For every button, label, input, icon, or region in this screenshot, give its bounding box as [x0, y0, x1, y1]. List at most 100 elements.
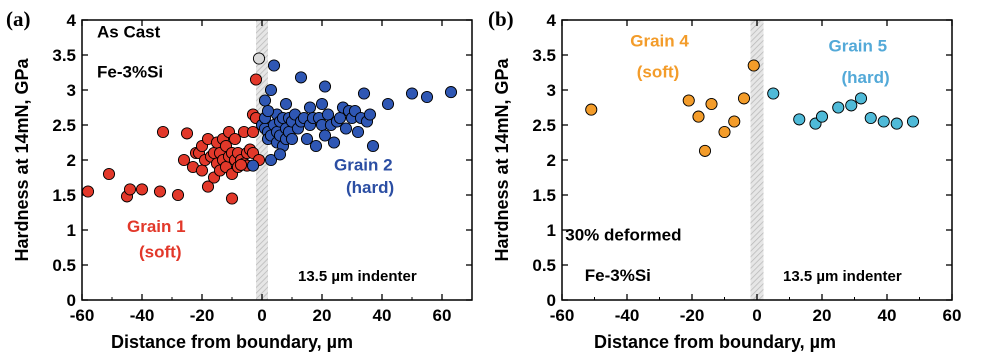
x-tick-label: 0 [257, 306, 266, 325]
data-point [180, 127, 194, 140]
boundary-band [750, 20, 764, 300]
data-point [225, 192, 239, 205]
panel-label: (a) [6, 7, 31, 31]
data-point [156, 125, 170, 139]
data-point [264, 153, 278, 167]
data-point [692, 110, 705, 123]
data-point [327, 136, 341, 149]
data-point [705, 97, 718, 111]
y-tick-label: 2.5 [52, 116, 76, 135]
data-point [420, 90, 434, 104]
x-axis-title: Distance from boundary, µm [111, 332, 353, 352]
data-point [135, 183, 149, 196]
y-tick-label: 2 [67, 151, 76, 170]
data-point [906, 115, 920, 128]
data-point [444, 86, 458, 99]
data-point [81, 185, 95, 198]
data-point [246, 159, 260, 172]
data-point [309, 139, 323, 153]
data-point [845, 99, 858, 112]
x-axis-title: Distance from boundary, µm [594, 332, 836, 352]
y-tick-label: 4 [67, 11, 77, 30]
y-tick-label: 0 [67, 291, 76, 310]
data-point [728, 115, 741, 128]
data-point [357, 87, 371, 100]
y-tick-label: 3 [547, 81, 556, 100]
x-tick-label: 40 [878, 306, 897, 325]
data-point [682, 94, 695, 107]
data-point [246, 125, 260, 139]
data-point [102, 167, 116, 181]
y-tick-label: 2.5 [532, 116, 556, 135]
y-tick-label: 0.5 [52, 256, 76, 275]
annotation-label: (soft) [139, 242, 181, 261]
x-tick-label: -40 [615, 306, 640, 325]
y-tick-label: 3.5 [52, 46, 76, 65]
chart-panel-b: -60 -40 -20 0 20 40 60 0 0.5 1 1.5 2 2.5 3 3.5 4 Distanc… [488, 7, 961, 352]
data-point [854, 92, 868, 105]
data-point [793, 113, 806, 126]
data-point [405, 87, 419, 100]
annotation-label: Grain 5 [829, 37, 888, 56]
data-point [718, 125, 731, 139]
data-point [261, 104, 275, 118]
data-point [249, 73, 263, 86]
data-point [285, 132, 299, 146]
data-point [177, 153, 191, 167]
x-tick-label: -40 [130, 306, 155, 325]
data-point [303, 101, 317, 114]
data-point [698, 144, 712, 157]
x-tick-label: -20 [680, 306, 705, 325]
y-tick-label: 0 [547, 291, 556, 310]
data-point [767, 87, 780, 100]
x-tick-label: 60 [433, 306, 452, 325]
annotation-label: 13.5 µm indenter [298, 268, 417, 285]
y-tick-label: 1.5 [532, 186, 556, 205]
chart-panel-a: -60 -40 -20 0 20 40 60 0 0.5 1 1.5 2 2.5 3 3.5 4 Distanc… [6, 7, 473, 352]
x-tick-label: -60 [70, 306, 95, 325]
data-point [381, 97, 395, 111]
x-tick-label: 20 [313, 306, 332, 325]
data-point [815, 110, 829, 123]
data-point [832, 101, 845, 114]
data-point [195, 164, 209, 177]
annotation-label: 13.5 µm indenter [783, 268, 902, 285]
x-tick-label: 40 [373, 306, 392, 325]
data-point [153, 185, 167, 198]
panel-label: (b) [488, 7, 514, 31]
data-point [747, 59, 760, 72]
data-point [318, 80, 332, 93]
x-tick-label: 60 [943, 306, 962, 325]
data-point [363, 108, 377, 121]
data-point [351, 125, 365, 139]
annotation-label: 30% deformed [565, 226, 681, 245]
x-tick-label: 20 [813, 306, 832, 325]
data-point [890, 117, 903, 130]
data-point [366, 139, 380, 153]
x-tick-label: -20 [190, 306, 215, 325]
data-point [228, 132, 242, 146]
y-tick-label: 1.5 [52, 186, 76, 205]
data-point [339, 122, 353, 135]
annotation-label: (soft) [637, 62, 679, 81]
data-point [201, 180, 215, 193]
data-point [864, 111, 877, 125]
y-axis-title: Hardness at 14mN, GPa [492, 57, 512, 261]
annotation-label: (hard) [346, 178, 394, 197]
annotation-label: As Cast [97, 23, 161, 42]
annotation-label: Grain 2 [334, 156, 393, 175]
data-point [315, 97, 329, 111]
data-point [234, 158, 248, 171]
annotation-label: Fe-3%Si [585, 266, 651, 285]
y-tick-label: 1 [547, 221, 556, 240]
x-tick-label: -60 [550, 306, 575, 325]
data-point [318, 129, 332, 142]
data-point [300, 132, 314, 146]
y-tick-label: 0.5 [532, 256, 556, 275]
data-point [252, 52, 266, 65]
data-point [294, 71, 308, 84]
data-point [267, 59, 281, 72]
y-tick-label: 4 [547, 11, 557, 30]
annotation-label: Fe-3%Si [97, 62, 163, 81]
